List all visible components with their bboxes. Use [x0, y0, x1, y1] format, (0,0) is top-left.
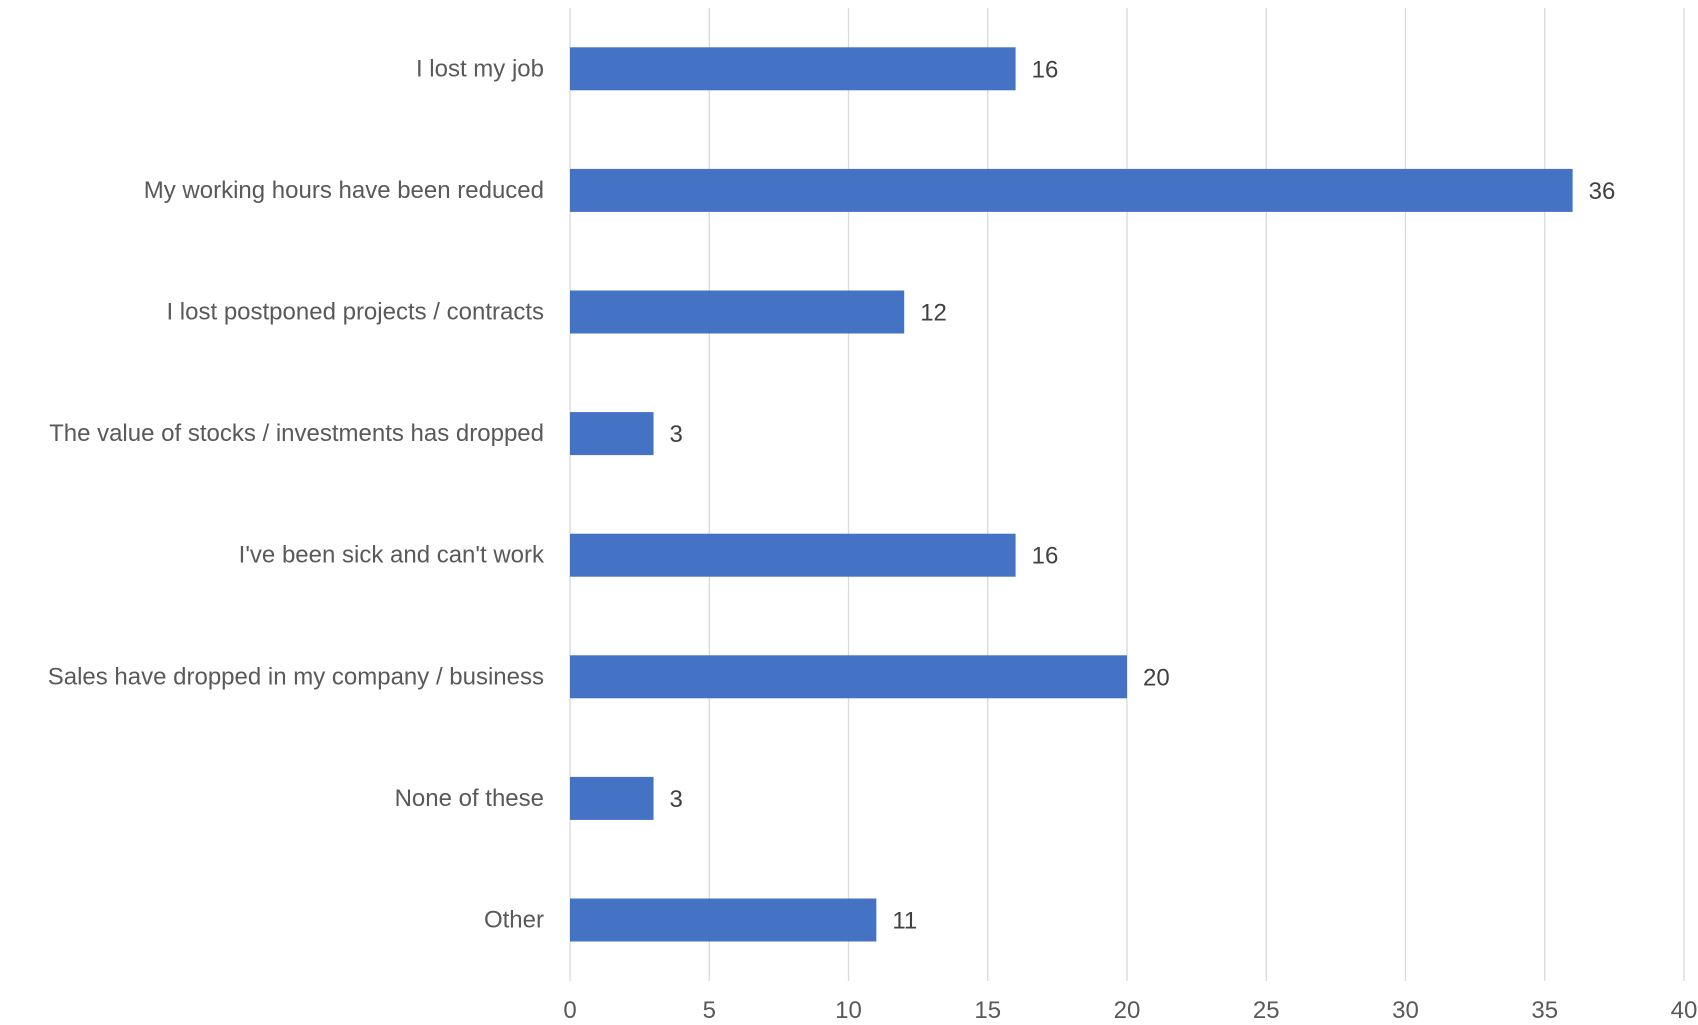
x-tick-label: 25	[1253, 997, 1280, 1024]
data-label: 11	[892, 908, 917, 935]
bars	[570, 47, 1573, 942]
bar	[570, 168, 1573, 212]
category-label: The value of stocks / investments has dr…	[49, 420, 544, 447]
gridlines	[569, 8, 1685, 981]
data-label: 3	[670, 421, 683, 448]
x-tick-label: 0	[563, 997, 576, 1024]
x-tick-label: 5	[703, 997, 716, 1024]
bar	[570, 47, 1016, 91]
data-label: 16	[1032, 543, 1059, 570]
category-label: Sales have dropped in my company / busin…	[48, 663, 544, 690]
x-axis-tick-labels: 0 5 10 15 20 25 30 35 40	[563, 997, 1697, 1024]
category-labels: I lost my job My working hours have been …	[48, 55, 545, 933]
x-tick-label: 40	[1671, 997, 1698, 1024]
category-label: My working hours have been reduced	[144, 177, 544, 204]
x-tick-label: 10	[835, 997, 862, 1024]
x-tick-label: 35	[1531, 997, 1558, 1024]
category-label: I lost postponed projects / contracts	[166, 299, 544, 326]
bar	[570, 655, 1127, 699]
bar	[570, 412, 654, 456]
bar	[570, 776, 654, 820]
data-label: 20	[1143, 664, 1170, 691]
x-tick-label: 20	[1114, 997, 1141, 1024]
category-label: I've been sick and can't work	[239, 542, 545, 569]
bar	[570, 898, 877, 942]
data-label: 16	[1032, 56, 1059, 83]
category-label: None of these	[395, 785, 544, 812]
bar	[570, 533, 1016, 577]
category-label: Other	[484, 907, 544, 934]
bar	[570, 290, 905, 334]
data-label: 36	[1589, 178, 1616, 205]
data-label: 12	[920, 300, 947, 327]
category-label: I lost my job	[416, 55, 544, 82]
x-tick-label: 30	[1392, 997, 1419, 1024]
x-tick-label: 15	[974, 997, 1001, 1024]
data-labels: 16 36 12 3 16 20 3 11	[670, 56, 1616, 934]
data-label: 3	[670, 786, 683, 813]
